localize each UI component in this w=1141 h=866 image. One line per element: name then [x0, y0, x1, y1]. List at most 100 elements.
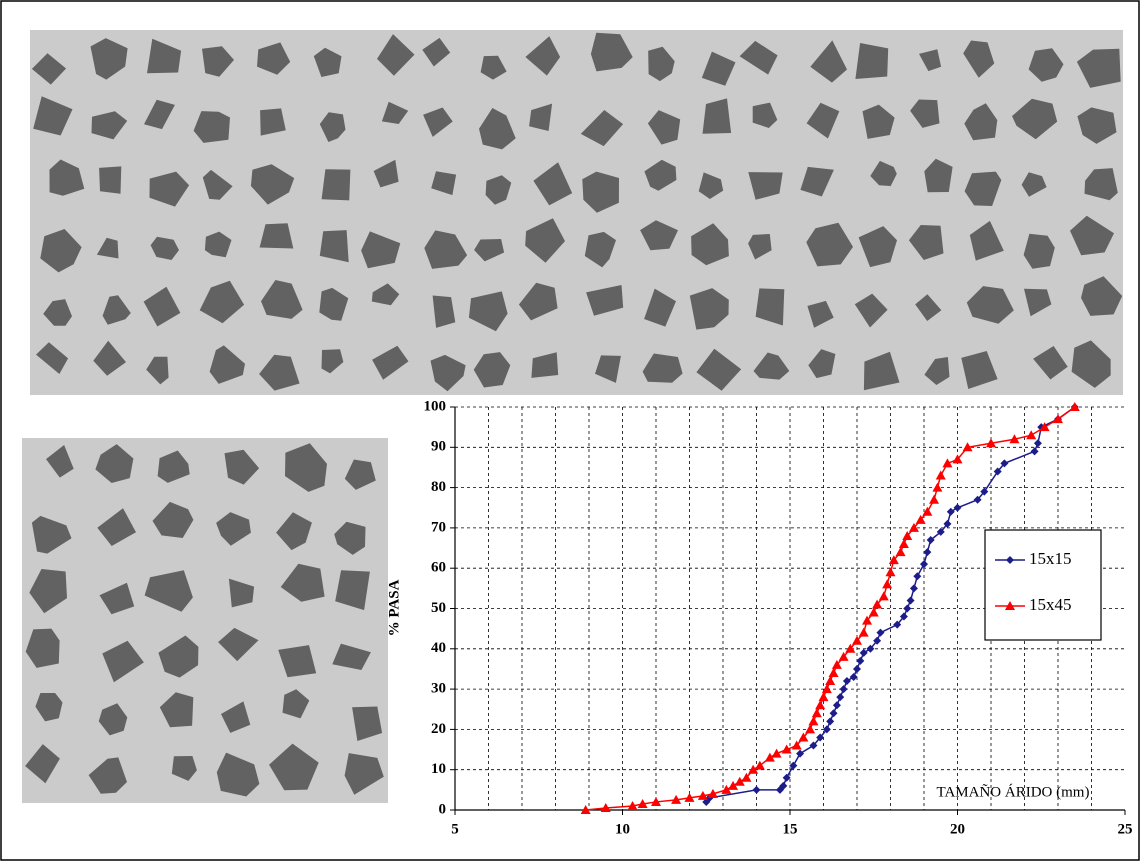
marker	[1005, 601, 1015, 610]
x-tick-label: 10	[615, 821, 630, 837]
marker	[922, 506, 933, 516]
particle	[810, 40, 847, 83]
marker	[839, 685, 848, 694]
particle	[1071, 340, 1111, 388]
particle	[806, 102, 840, 139]
particle	[1076, 48, 1121, 88]
particle	[157, 450, 190, 483]
particle	[99, 582, 135, 615]
marker	[782, 773, 791, 782]
particle	[748, 172, 783, 200]
y-tick-label: 80	[431, 479, 446, 495]
particle	[259, 354, 300, 391]
particle	[99, 166, 122, 194]
particle	[224, 449, 260, 485]
x-tick-label: 5	[451, 821, 459, 837]
y-tick-label: 70	[431, 519, 446, 535]
marker	[805, 724, 816, 734]
marker	[789, 761, 798, 770]
particle	[1028, 48, 1064, 82]
particle	[159, 692, 194, 728]
particle	[25, 628, 60, 668]
marker	[882, 579, 893, 589]
particle	[966, 286, 1014, 324]
aggregate-panel-left	[22, 438, 388, 803]
y-tick-label: 100	[424, 398, 447, 414]
particle	[278, 645, 317, 678]
marker	[873, 636, 882, 645]
particle	[199, 280, 245, 324]
marker	[825, 676, 836, 686]
marker	[721, 784, 732, 794]
particle	[321, 169, 351, 201]
marker	[895, 547, 906, 557]
marker	[859, 648, 868, 657]
marker	[796, 749, 805, 758]
particle	[335, 570, 370, 611]
marker	[637, 798, 648, 808]
particle	[1033, 346, 1068, 380]
particle	[533, 162, 573, 206]
legend-label: 15x15	[1029, 549, 1072, 568]
marker	[832, 701, 841, 710]
marker	[856, 656, 865, 665]
particle	[144, 99, 175, 130]
marker	[1033, 439, 1042, 448]
marker	[923, 548, 932, 557]
marker	[828, 667, 839, 677]
marker	[926, 535, 935, 544]
marker	[868, 607, 879, 617]
marker	[811, 708, 822, 718]
marker	[962, 442, 973, 452]
particle	[908, 225, 944, 260]
particle	[1077, 107, 1117, 144]
particle	[218, 627, 259, 662]
particle	[216, 752, 260, 797]
marker	[973, 495, 982, 504]
x-tick-label: 20	[950, 821, 965, 837]
particle	[202, 169, 233, 200]
marker	[779, 781, 788, 790]
marker	[741, 772, 752, 782]
particle	[753, 352, 790, 380]
particle	[525, 218, 565, 263]
legend-box	[984, 529, 1102, 641]
particle	[40, 229, 82, 273]
series-line	[705, 406, 1076, 803]
particle	[149, 171, 190, 207]
particle	[91, 111, 128, 140]
marker	[1000, 459, 1009, 468]
marker	[866, 644, 875, 653]
particle	[344, 459, 376, 490]
marker	[936, 527, 945, 536]
marker	[980, 487, 989, 496]
marker	[764, 752, 775, 762]
marker	[993, 467, 1002, 476]
particle	[381, 101, 409, 124]
particle	[102, 640, 144, 683]
particle	[193, 111, 230, 143]
marker	[754, 760, 765, 770]
marker	[752, 785, 761, 794]
x-tick-label: 25	[1118, 821, 1133, 837]
marker	[913, 572, 922, 581]
marker	[845, 643, 856, 653]
marker	[908, 522, 919, 532]
marker	[858, 627, 869, 637]
particle	[642, 353, 683, 383]
particle	[919, 49, 942, 72]
x-tick-label: 15	[783, 821, 798, 837]
particle	[33, 96, 73, 136]
marker	[935, 470, 946, 480]
particle	[870, 160, 897, 187]
particle	[276, 512, 312, 551]
particle	[361, 231, 401, 269]
particle	[352, 706, 383, 741]
particle	[280, 563, 325, 602]
particle	[313, 47, 342, 77]
particle	[698, 172, 724, 199]
particle	[531, 352, 559, 378]
particle	[43, 299, 72, 326]
particle	[1012, 98, 1058, 140]
particle	[969, 220, 1004, 261]
